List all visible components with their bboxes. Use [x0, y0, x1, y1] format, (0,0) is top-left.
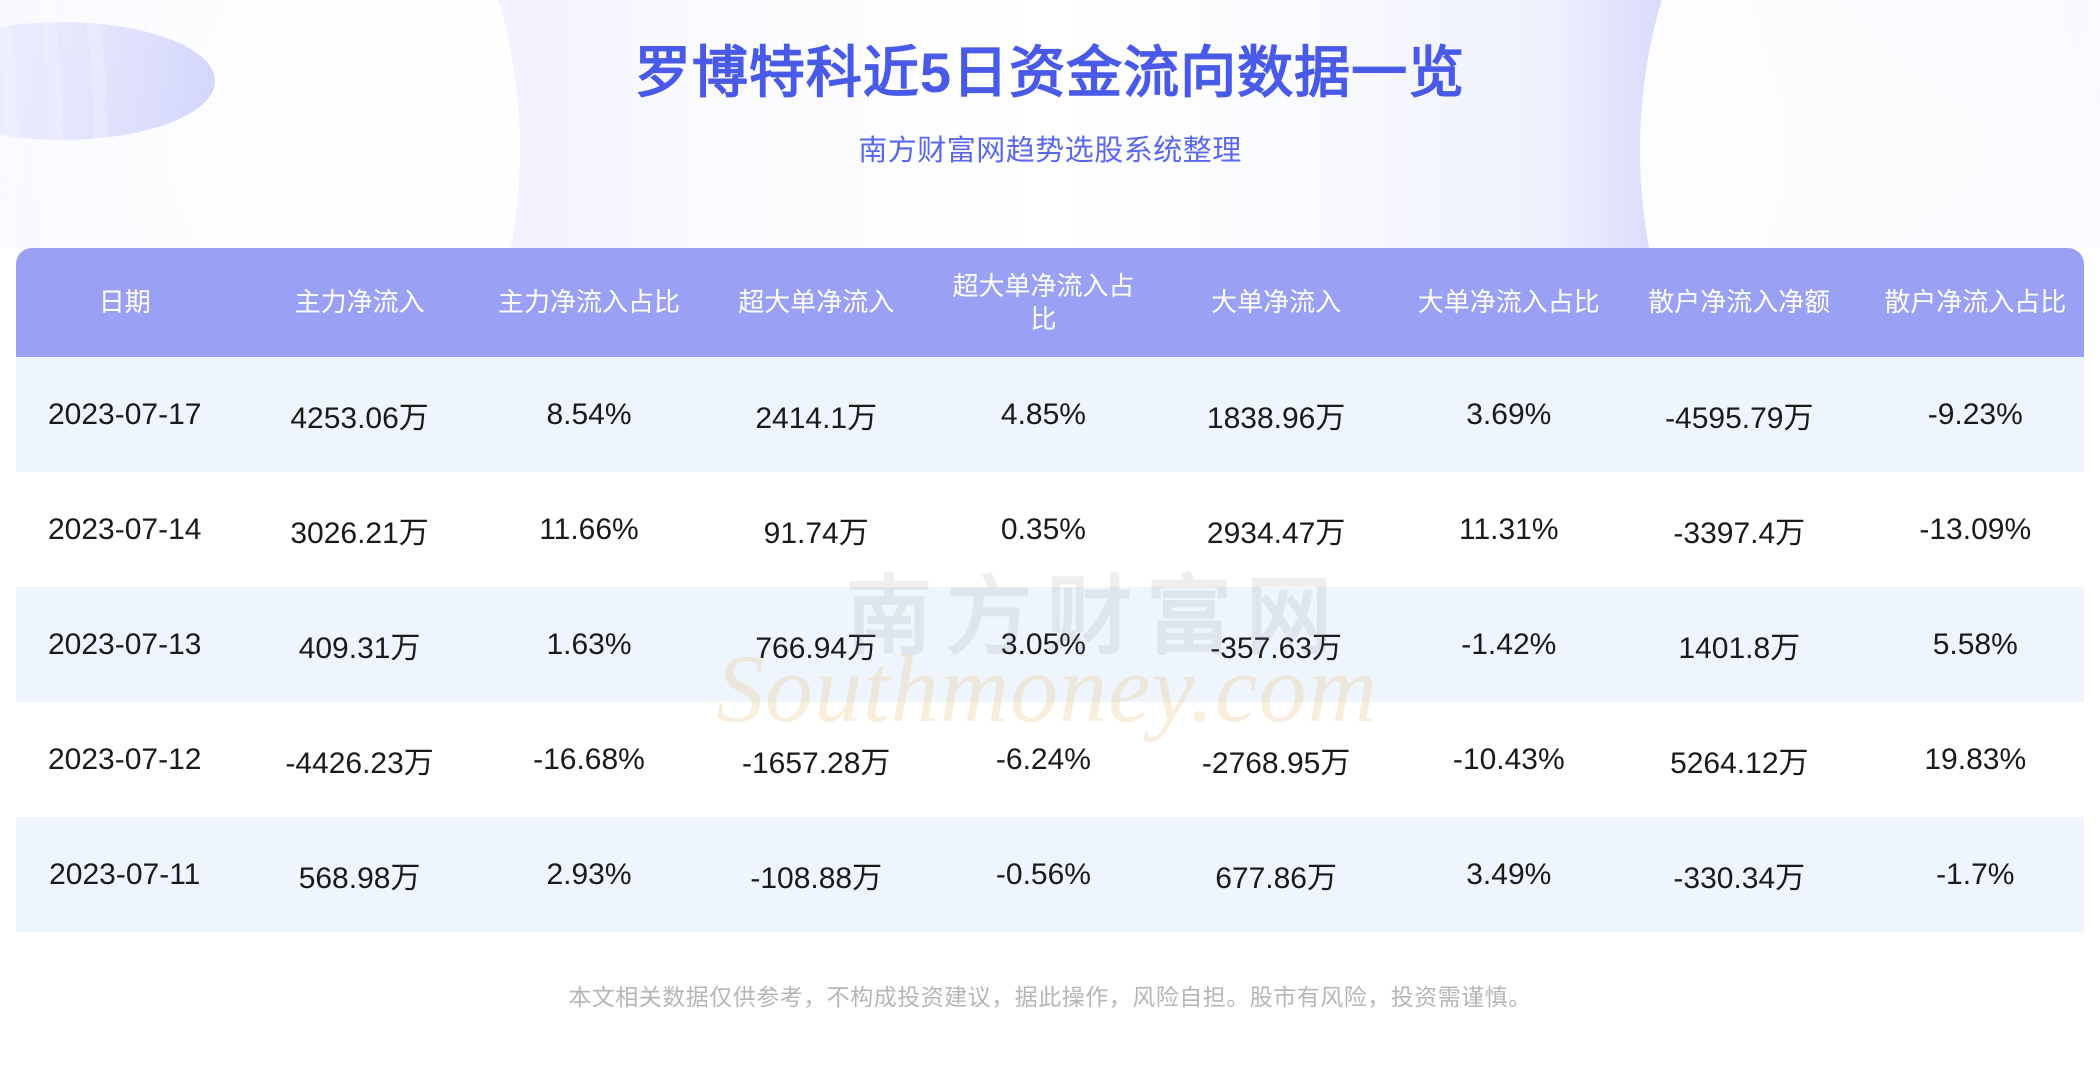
cell-super-large-net-inflow: 91.74万	[692, 472, 941, 587]
cell-large-net-inflow-pct: 11.31%	[1405, 472, 1613, 587]
table-row: 2023-07-13 409.31万 1.63% 766.94万 3.05% -357.6…	[16, 587, 2084, 702]
table-header: 日期 主力净流入 主力净流入占比 超大单净流入 超大单净流入占比 大单净流入 大…	[16, 248, 2084, 357]
cell-large-net-inflow: 677.86万	[1146, 817, 1406, 932]
cell-main-net-inflow-pct: 1.63%	[485, 587, 693, 702]
cell-large-net-inflow: -2768.95万	[1146, 702, 1406, 817]
cell-retail-net-inflow-pct: 5.58%	[1866, 587, 2084, 702]
cell-main-net-inflow: 409.31万	[233, 587, 486, 702]
column-header-large-net-inflow: 大单净流入	[1146, 248, 1406, 357]
column-header-super-large-net-inflow: 超大单净流入	[692, 248, 941, 357]
cell-large-net-inflow-pct: 3.69%	[1405, 357, 1613, 472]
cell-retail-net-inflow: -330.34万	[1612, 817, 1867, 932]
cell-main-net-inflow: -4426.23万	[233, 702, 486, 817]
cell-retail-net-inflow: 5264.12万	[1612, 702, 1867, 817]
cell-retail-net-inflow-pct: 19.83%	[1866, 702, 2084, 817]
page-subtitle: 南方财富网趋势选股系统整理	[858, 134, 1242, 167]
header-banner: 罗博特科近5日资金流向数据一览 南方财富网趋势选股系统整理	[0, 0, 2100, 248]
column-header-super-large-net-inflow-pct: 超大单净流入占比	[940, 248, 1147, 357]
table-body: 2023-07-17 4253.06万 8.54% 2414.1万 4.85% 1838.…	[16, 357, 2084, 932]
cell-large-net-inflow: 1838.96万	[1146, 357, 1406, 472]
table-row: 2023-07-17 4253.06万 8.54% 2414.1万 4.85% 1838.…	[16, 357, 2084, 472]
cell-date: 2023-07-12	[16, 702, 234, 817]
column-header-retail-net-inflow: 散户净流入净额	[1612, 248, 1867, 357]
cell-super-large-net-inflow: 2414.1万	[692, 357, 941, 472]
column-header-retail-net-inflow-pct: 散户净流入占比	[1866, 248, 2084, 357]
cell-large-net-inflow: 2934.47万	[1146, 472, 1406, 587]
cell-super-large-net-inflow-pct: -6.24%	[940, 702, 1147, 817]
cell-super-large-net-inflow: 766.94万	[692, 587, 941, 702]
table-row: 2023-07-11 568.98万 2.93% -108.88万 -0.56% 677.…	[16, 817, 2084, 932]
column-header-large-net-inflow-pct: 大单净流入占比	[1405, 248, 1613, 357]
fund-flow-table: 日期 主力净流入 主力净流入占比 超大单净流入 超大单净流入占比 大单净流入 大…	[16, 248, 2084, 932]
cell-super-large-net-inflow-pct: 4.85%	[940, 357, 1147, 472]
table-row: 2023-07-12 -4426.23万 -16.68% -1657.28万 -6.24…	[16, 702, 2084, 817]
column-header-main-net-inflow-pct: 主力净流入占比	[485, 248, 693, 357]
table-header-row: 日期 主力净流入 主力净流入占比 超大单净流入 超大单净流入占比 大单净流入 大…	[16, 248, 2084, 357]
cell-date: 2023-07-14	[16, 472, 234, 587]
cell-super-large-net-inflow: -108.88万	[692, 817, 941, 932]
cell-super-large-net-inflow-pct: 0.35%	[940, 472, 1147, 587]
cell-super-large-net-inflow-pct: 3.05%	[940, 587, 1147, 702]
cell-retail-net-inflow-pct: -9.23%	[1866, 357, 2084, 472]
banner-right-glow	[1640, 0, 2100, 248]
table-row: 2023-07-14 3026.21万 11.66% 91.74万 0.35% 2934.…	[16, 472, 2084, 587]
cell-date: 2023-07-13	[16, 587, 234, 702]
cell-main-net-inflow-pct: 8.54%	[485, 357, 693, 472]
cell-retail-net-inflow-pct: -13.09%	[1866, 472, 2084, 587]
column-header-main-net-inflow: 主力净流入	[233, 248, 486, 357]
cell-large-net-inflow: -357.63万	[1146, 587, 1406, 702]
cell-large-net-inflow-pct: 3.49%	[1405, 817, 1613, 932]
disclaimer-text: 本文相关数据仅供参考，不构成投资建议，据此操作，风险自担。股市有风险，投资需谨慎…	[568, 984, 1532, 1010]
cell-retail-net-inflow: -3397.4万	[1612, 472, 1867, 587]
cell-date: 2023-07-11	[16, 817, 234, 932]
cell-super-large-net-inflow-pct: -0.56%	[940, 817, 1147, 932]
cell-date: 2023-07-17	[16, 357, 234, 472]
cell-main-net-inflow-pct: 2.93%	[485, 817, 693, 932]
cell-main-net-inflow: 568.98万	[233, 817, 486, 932]
cell-large-net-inflow-pct: -10.43%	[1405, 702, 1613, 817]
cell-main-net-inflow-pct: -16.68%	[485, 702, 693, 817]
cell-retail-net-inflow-pct: -1.7%	[1866, 817, 2084, 932]
column-header-date: 日期	[16, 248, 234, 357]
cell-retail-net-inflow: -4595.79万	[1612, 357, 1867, 472]
cell-retail-net-inflow: 1401.8万	[1612, 587, 1867, 702]
cell-main-net-inflow: 3026.21万	[233, 472, 486, 587]
page-title: 罗博特科近5日资金流向数据一览	[634, 41, 1466, 104]
cell-large-net-inflow-pct: -1.42%	[1405, 587, 1613, 702]
fund-flow-table-container: 南方财富网 Southmoney.com 日期 主力净流入 主力净流入占比 超大…	[16, 248, 2084, 932]
cell-main-net-inflow: 4253.06万	[233, 357, 486, 472]
cell-super-large-net-inflow: -1657.28万	[692, 702, 941, 817]
cell-main-net-inflow-pct: 11.66%	[485, 472, 693, 587]
